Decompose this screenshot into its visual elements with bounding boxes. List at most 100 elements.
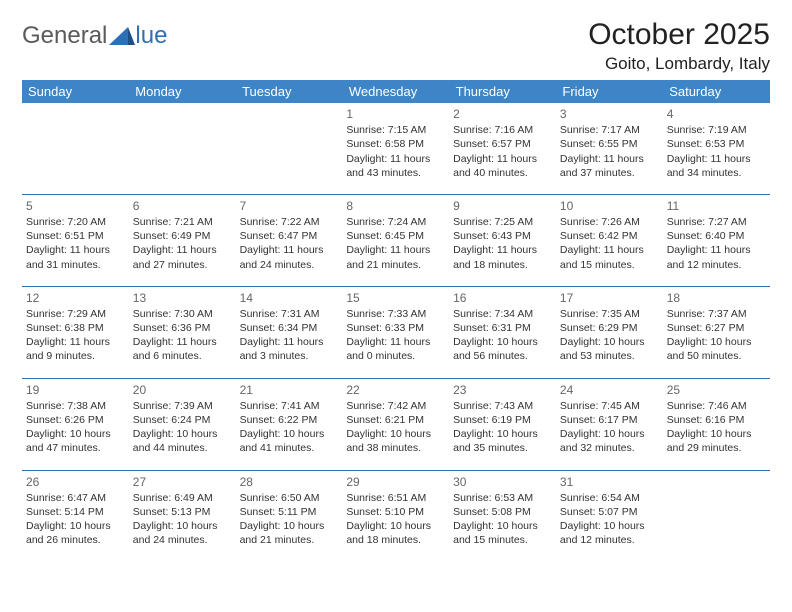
sunrise-text: Sunrise: 7:22 AM xyxy=(240,215,339,229)
sunrise-text: Sunrise: 7:24 AM xyxy=(346,215,445,229)
day-number: 16 xyxy=(453,290,552,306)
daylight-text: Daylight: 10 hours and 35 minutes. xyxy=(453,427,552,455)
sunrise-text: Sunrise: 6:49 AM xyxy=(133,491,232,505)
daylight-text: Daylight: 11 hours and 43 minutes. xyxy=(346,152,445,180)
daylight-text: Daylight: 11 hours and 6 minutes. xyxy=(133,335,232,363)
daylight-text: Daylight: 10 hours and 12 minutes. xyxy=(560,519,659,547)
sunrise-text: Sunrise: 6:53 AM xyxy=(453,491,552,505)
day-cell: 13Sunrise: 7:30 AMSunset: 6:36 PMDayligh… xyxy=(129,286,236,378)
day-number: 19 xyxy=(26,382,125,398)
day-cell: 24Sunrise: 7:45 AMSunset: 6:17 PMDayligh… xyxy=(556,378,663,470)
sunrise-text: Sunrise: 7:30 AM xyxy=(133,307,232,321)
week-row: 5Sunrise: 7:20 AMSunset: 6:51 PMDaylight… xyxy=(22,194,770,286)
weekday-saturday: Saturday xyxy=(663,80,770,103)
sunrise-text: Sunrise: 7:33 AM xyxy=(346,307,445,321)
sunrise-text: Sunrise: 7:26 AM xyxy=(560,215,659,229)
sunrise-text: Sunrise: 6:50 AM xyxy=(240,491,339,505)
sunset-text: Sunset: 6:27 PM xyxy=(667,321,766,335)
day-cell: 5Sunrise: 7:20 AMSunset: 6:51 PMDaylight… xyxy=(22,194,129,286)
weekday-thursday: Thursday xyxy=(449,80,556,103)
day-number: 13 xyxy=(133,290,232,306)
day-cell: 16Sunrise: 7:34 AMSunset: 6:31 PMDayligh… xyxy=(449,286,556,378)
daylight-text: Daylight: 11 hours and 0 minutes. xyxy=(346,335,445,363)
day-number: 6 xyxy=(133,198,232,214)
sunrise-text: Sunrise: 7:25 AM xyxy=(453,215,552,229)
sunset-text: Sunset: 6:42 PM xyxy=(560,229,659,243)
sunset-text: Sunset: 6:24 PM xyxy=(133,413,232,427)
daylight-text: Daylight: 11 hours and 12 minutes. xyxy=(667,243,766,271)
day-number: 30 xyxy=(453,474,552,490)
day-cell: 19Sunrise: 7:38 AMSunset: 6:26 PMDayligh… xyxy=(22,378,129,470)
sunrise-text: Sunrise: 7:27 AM xyxy=(667,215,766,229)
daylight-text: Daylight: 10 hours and 56 minutes. xyxy=(453,335,552,363)
day-number: 2 xyxy=(453,106,552,122)
day-cell: 11Sunrise: 7:27 AMSunset: 6:40 PMDayligh… xyxy=(663,194,770,286)
sunset-text: Sunset: 6:53 PM xyxy=(667,137,766,151)
calendar-body: 1Sunrise: 7:15 AMSunset: 6:58 PMDaylight… xyxy=(22,103,770,561)
day-cell: 18Sunrise: 7:37 AMSunset: 6:27 PMDayligh… xyxy=(663,286,770,378)
daylight-text: Daylight: 11 hours and 18 minutes. xyxy=(453,243,552,271)
sunrise-text: Sunrise: 7:20 AM xyxy=(26,215,125,229)
day-number: 24 xyxy=(560,382,659,398)
day-cell: 17Sunrise: 7:35 AMSunset: 6:29 PMDayligh… xyxy=(556,286,663,378)
empty-cell xyxy=(129,103,236,194)
weekday-sunday: Sunday xyxy=(22,80,129,103)
daylight-text: Daylight: 11 hours and 24 minutes. xyxy=(240,243,339,271)
day-cell: 20Sunrise: 7:39 AMSunset: 6:24 PMDayligh… xyxy=(129,378,236,470)
location: Goito, Lombardy, Italy xyxy=(588,54,770,74)
sunrise-text: Sunrise: 7:31 AM xyxy=(240,307,339,321)
daylight-text: Daylight: 10 hours and 44 minutes. xyxy=(133,427,232,455)
sunrise-text: Sunrise: 7:17 AM xyxy=(560,123,659,137)
day-cell: 30Sunrise: 6:53 AMSunset: 5:08 PMDayligh… xyxy=(449,470,556,561)
daylight-text: Daylight: 10 hours and 21 minutes. xyxy=(240,519,339,547)
sunrise-text: Sunrise: 6:51 AM xyxy=(346,491,445,505)
day-number: 10 xyxy=(560,198,659,214)
day-number: 7 xyxy=(240,198,339,214)
daylight-text: Daylight: 10 hours and 18 minutes. xyxy=(346,519,445,547)
week-row: 26Sunrise: 6:47 AMSunset: 5:14 PMDayligh… xyxy=(22,470,770,561)
day-cell: 4Sunrise: 7:19 AMSunset: 6:53 PMDaylight… xyxy=(663,103,770,194)
sunset-text: Sunset: 5:14 PM xyxy=(26,505,125,519)
day-number: 12 xyxy=(26,290,125,306)
weekday-tuesday: Tuesday xyxy=(236,80,343,103)
logo-triangle-icon xyxy=(109,23,135,50)
sunrise-text: Sunrise: 7:15 AM xyxy=(346,123,445,137)
sunset-text: Sunset: 6:36 PM xyxy=(133,321,232,335)
sunrise-text: Sunrise: 7:43 AM xyxy=(453,399,552,413)
logo-text-blue: lue xyxy=(135,22,167,50)
day-number: 28 xyxy=(240,474,339,490)
day-number: 25 xyxy=(667,382,766,398)
day-number: 15 xyxy=(346,290,445,306)
weekday-wednesday: Wednesday xyxy=(342,80,449,103)
sunset-text: Sunset: 5:08 PM xyxy=(453,505,552,519)
day-cell: 31Sunrise: 6:54 AMSunset: 5:07 PMDayligh… xyxy=(556,470,663,561)
daylight-text: Daylight: 11 hours and 31 minutes. xyxy=(26,243,125,271)
sunset-text: Sunset: 6:26 PM xyxy=(26,413,125,427)
day-number: 27 xyxy=(133,474,232,490)
day-cell: 28Sunrise: 6:50 AMSunset: 5:11 PMDayligh… xyxy=(236,470,343,561)
day-cell: 3Sunrise: 7:17 AMSunset: 6:55 PMDaylight… xyxy=(556,103,663,194)
day-cell: 25Sunrise: 7:46 AMSunset: 6:16 PMDayligh… xyxy=(663,378,770,470)
daylight-text: Daylight: 10 hours and 32 minutes. xyxy=(560,427,659,455)
sunset-text: Sunset: 6:21 PM xyxy=(346,413,445,427)
empty-cell xyxy=(663,470,770,561)
day-cell: 10Sunrise: 7:26 AMSunset: 6:42 PMDayligh… xyxy=(556,194,663,286)
sunset-text: Sunset: 6:43 PM xyxy=(453,229,552,243)
day-number: 11 xyxy=(667,198,766,214)
sunrise-text: Sunrise: 7:29 AM xyxy=(26,307,125,321)
sunset-text: Sunset: 6:51 PM xyxy=(26,229,125,243)
daylight-text: Daylight: 11 hours and 37 minutes. xyxy=(560,152,659,180)
day-cell: 23Sunrise: 7:43 AMSunset: 6:19 PMDayligh… xyxy=(449,378,556,470)
daylight-text: Daylight: 10 hours and 50 minutes. xyxy=(667,335,766,363)
day-number: 3 xyxy=(560,106,659,122)
day-cell: 29Sunrise: 6:51 AMSunset: 5:10 PMDayligh… xyxy=(342,470,449,561)
daylight-text: Daylight: 11 hours and 27 minutes. xyxy=(133,243,232,271)
daylight-text: Daylight: 10 hours and 15 minutes. xyxy=(453,519,552,547)
day-cell: 14Sunrise: 7:31 AMSunset: 6:34 PMDayligh… xyxy=(236,286,343,378)
day-cell: 2Sunrise: 7:16 AMSunset: 6:57 PMDaylight… xyxy=(449,103,556,194)
daylight-text: Daylight: 10 hours and 53 minutes. xyxy=(560,335,659,363)
daylight-text: Daylight: 11 hours and 3 minutes. xyxy=(240,335,339,363)
sunset-text: Sunset: 6:45 PM xyxy=(346,229,445,243)
week-row: 19Sunrise: 7:38 AMSunset: 6:26 PMDayligh… xyxy=(22,378,770,470)
daylight-text: Daylight: 11 hours and 9 minutes. xyxy=(26,335,125,363)
